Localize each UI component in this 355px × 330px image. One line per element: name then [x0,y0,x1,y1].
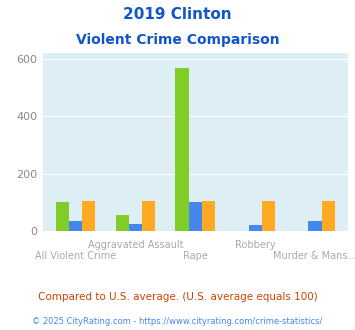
Text: 2019 Clinton: 2019 Clinton [123,7,232,21]
Bar [142,201,155,231]
Bar [202,201,215,231]
Text: Violent Crime Comparison: Violent Crime Comparison [76,33,279,47]
Bar [322,201,335,231]
Bar [69,221,82,231]
Bar [262,201,275,231]
Text: Murder & Mans...: Murder & Mans... [273,250,355,261]
Text: Compared to U.S. average. (U.S. average equals 100): Compared to U.S. average. (U.S. average … [38,292,317,302]
Text: Aggravated Assault: Aggravated Assault [88,240,183,249]
Text: © 2025 CityRating.com - https://www.cityrating.com/crime-statistics/: © 2025 CityRating.com - https://www.city… [32,317,323,326]
Bar [175,68,189,231]
Text: All Violent Crime: All Violent Crime [35,250,116,261]
Bar [82,201,95,231]
Bar [189,202,202,231]
Bar [248,225,262,231]
Bar [308,221,322,231]
Bar [116,215,129,231]
Bar [129,224,142,231]
Text: Robbery: Robbery [235,240,275,249]
Bar [56,202,69,231]
Text: Rape: Rape [183,250,208,261]
